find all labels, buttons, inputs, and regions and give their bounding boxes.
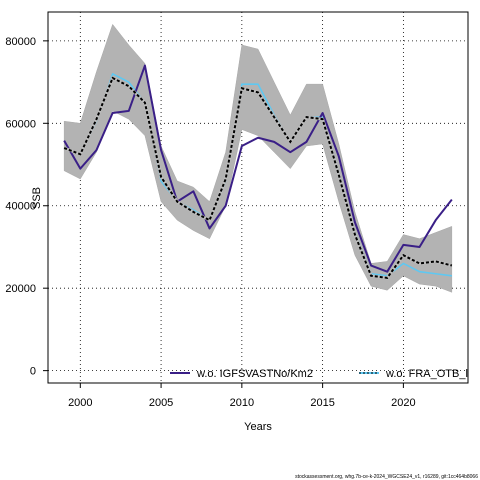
series-line-igfsvast <box>63 64 453 273</box>
legend-entries: w.o. IGFSVASTNo/Km2 w.o. FRA_OTB_lp <box>170 368 474 380</box>
legend-label: w.o. FRA_OTB_lp <box>385 368 474 380</box>
credit-text: stockassessment.org, whg.7b-ce-k-2024_WG… <box>295 474 478 480</box>
y-tick-label: 60000 <box>5 118 36 130</box>
x-tick-label: 2000 <box>68 397 92 409</box>
series-lines <box>63 64 453 280</box>
series-line-estimate <box>63 76 453 279</box>
y-axis-title: SSB <box>31 187 43 209</box>
legend: w.o. IGFSVASTNo/Km2 w.o. FRA_OTB_lp <box>170 368 474 380</box>
x-tick-label: 2005 <box>149 397 173 409</box>
y-axis-ticks: 0 20000 40000 60000 80000 <box>5 36 48 378</box>
x-axis-ticks: 2000 2005 2010 2015 2020 <box>68 383 416 409</box>
x-tick-label: 2020 <box>391 397 415 409</box>
confidence-band <box>63 23 453 293</box>
x-axis-title: Years <box>244 421 272 433</box>
plot-frame <box>47 11 469 384</box>
legend-label: w.o. IGFSVASTNo/Km2 <box>196 368 313 380</box>
x-tick-label: 2015 <box>310 397 334 409</box>
y-tick-label: 80000 <box>5 36 36 48</box>
x-tick-label: 2010 <box>230 397 254 409</box>
y-tick-label: 20000 <box>5 283 36 295</box>
y-tick-label: 40000 <box>5 201 36 213</box>
y-tick-label: 0 <box>30 366 36 378</box>
